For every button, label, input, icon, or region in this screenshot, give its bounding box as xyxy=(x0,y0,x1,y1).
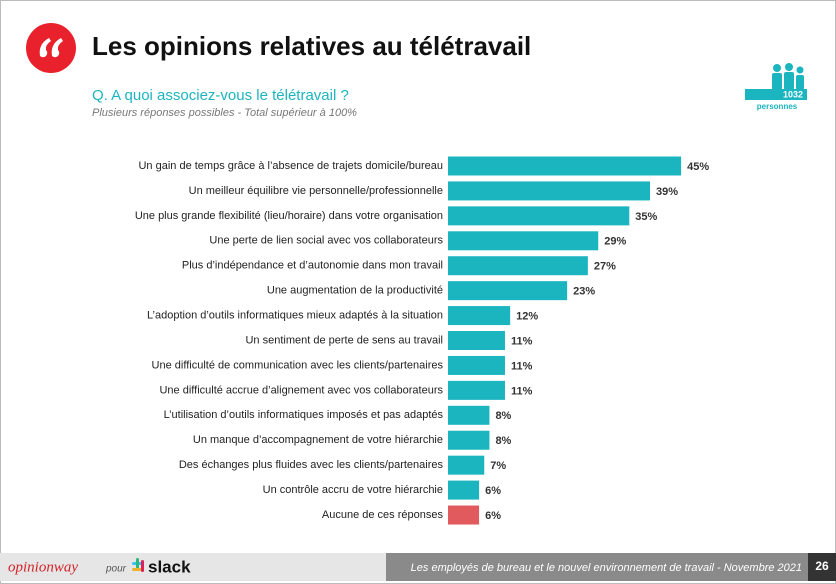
value-label: 11% xyxy=(511,385,533,397)
bar xyxy=(448,231,599,251)
category-label: Plus d’indépendance et d’autonomie dans … xyxy=(182,260,443,272)
value-label: 12% xyxy=(516,310,538,322)
value-label: 27% xyxy=(594,261,616,273)
bar xyxy=(448,206,630,226)
badge-box xyxy=(745,89,807,100)
quote-glyph xyxy=(39,38,63,58)
footer-partner: slack xyxy=(148,557,191,576)
bar xyxy=(448,156,682,176)
value-label: 23% xyxy=(573,286,595,298)
category-label: Un sentiment de perte de sens au travail xyxy=(245,334,443,346)
bar xyxy=(448,306,511,326)
page-box xyxy=(808,553,836,581)
category-label: Un contrôle accru de votre hiérarchie xyxy=(263,484,443,496)
footer-text: Les employés de bureau et le nouvel envi… xyxy=(411,562,802,574)
bar xyxy=(448,181,651,201)
category-label: Un gain de temps grâce à l’absence de tr… xyxy=(138,160,443,172)
bar xyxy=(448,281,568,301)
category-label: Une perte de lien social avec vos collab… xyxy=(209,235,443,247)
category-label: Des échanges plus fluides avec les clien… xyxy=(179,459,444,471)
chart-title: Les opinions relatives au télétravail xyxy=(92,31,531,61)
category-label: Une augmentation de la productivité xyxy=(267,285,443,297)
note: Plusieurs réponses possibles - Total sup… xyxy=(92,107,357,119)
question: Q. A quoi associez-vous le télétravail ? xyxy=(92,87,349,104)
value-label: 11% xyxy=(511,360,533,372)
footer-text-bg xyxy=(386,553,808,581)
people-icon xyxy=(772,63,804,90)
value-label: 8% xyxy=(495,410,511,422)
bars: Un gain de temps grâce à l’absence de tr… xyxy=(135,156,709,525)
footer-brand: opinionway xyxy=(8,559,78,575)
category-label: L’utilisation d’outils informatiques imp… xyxy=(164,409,444,421)
bar xyxy=(448,405,490,425)
value-label: 29% xyxy=(604,236,626,248)
value-label: 6% xyxy=(485,485,501,497)
value-label: 11% xyxy=(511,335,533,347)
bar xyxy=(448,480,480,500)
value-label: 6% xyxy=(485,510,501,522)
value-label: 8% xyxy=(495,435,511,447)
value-label: 7% xyxy=(490,460,506,472)
badge-count: 1032 xyxy=(783,89,803,99)
bar xyxy=(448,256,588,276)
bar xyxy=(448,380,505,400)
page-number: 26 xyxy=(815,559,829,573)
value-label: 35% xyxy=(635,211,657,223)
slack-logo xyxy=(132,558,144,572)
quote-icon xyxy=(26,23,76,73)
category-label: Aucune de ces réponses xyxy=(322,509,444,521)
category-label: Un manque d’accompagnement de votre hiér… xyxy=(193,434,443,446)
footer-for: pour xyxy=(105,564,127,575)
category-label: L’adoption d’outils informatiques mieux … xyxy=(147,309,443,321)
value-label: 45% xyxy=(687,161,709,173)
category-label: Une difficulté accrue d’alignement avec … xyxy=(159,384,443,396)
category-label: Une difficulté de communication avec les… xyxy=(152,359,444,371)
bar xyxy=(448,331,505,351)
bar xyxy=(448,505,480,525)
badge-label: personnes xyxy=(757,102,798,111)
bar xyxy=(448,355,505,375)
bar xyxy=(448,430,490,450)
category-label: Un meilleur équilibre vie personnelle/pr… xyxy=(189,185,443,197)
category-label: Une plus grande flexibilité (lieu/horair… xyxy=(135,210,443,222)
value-label: 39% xyxy=(656,186,678,198)
bar xyxy=(448,455,485,475)
